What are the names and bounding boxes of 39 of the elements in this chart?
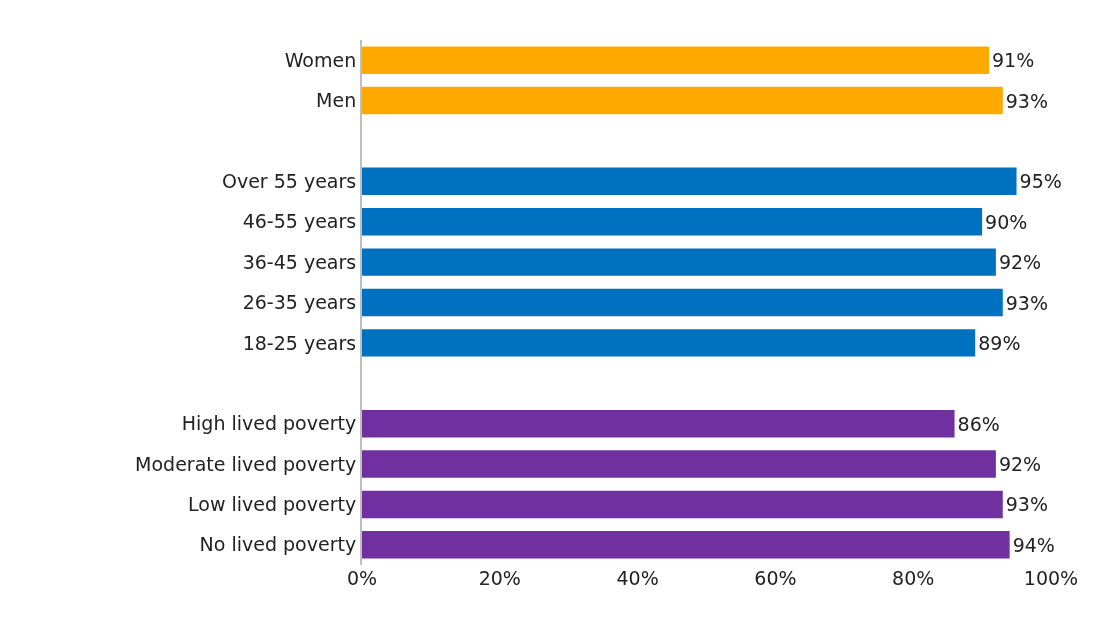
bar [362, 46, 989, 74]
y-tick-label: 18-25 years [242, 331, 357, 354]
data-label: 86% [957, 412, 1000, 435]
y-tick-label: Moderate lived poverty [135, 452, 357, 475]
data-label: 92% [998, 251, 1042, 274]
x-tick-label: 60% [754, 567, 797, 589]
x-tick-label: 40% [616, 567, 659, 589]
bar [362, 248, 996, 276]
y-tick-label: 36-45 years [242, 250, 357, 273]
data-label: 94% [1012, 533, 1055, 556]
bar [362, 167, 1017, 196]
y-tick-label: Women [284, 48, 357, 71]
data-label: 93% [1005, 291, 1048, 314]
bar [362, 531, 1010, 559]
bar [362, 450, 996, 478]
y-tick-label: Over 55 years [221, 170, 357, 192]
bar [362, 86, 1003, 115]
y-tick-label: High lived poverty [181, 412, 357, 435]
data-label: 91% [991, 49, 1035, 72]
x-tick-label: 100% [1023, 567, 1079, 589]
bar [362, 490, 1003, 519]
y-tick-label: Low lived poverty [188, 493, 357, 516]
data-label: 93% [1005, 89, 1048, 112]
data-label: 95% [1019, 170, 1062, 193]
data-label: 90% [985, 210, 1028, 233]
x-tick-label: 80% [892, 567, 935, 589]
y-tick-label: 46-55 years [242, 210, 357, 233]
data-label: 89% [978, 331, 1021, 354]
y-tick-label: 26-35 years [242, 291, 357, 314]
y-tick-label: No lived poverty [199, 533, 357, 556]
data-label: 92% [998, 453, 1042, 476]
y-tick-label: Men [316, 89, 357, 112]
x-tick-label: 0% [346, 567, 378, 589]
data-label: 93% [1005, 493, 1048, 516]
bar [362, 409, 955, 438]
x-tick-label: 20% [478, 567, 521, 589]
bar [362, 329, 976, 357]
bar [362, 208, 983, 236]
bar [362, 288, 1003, 317]
